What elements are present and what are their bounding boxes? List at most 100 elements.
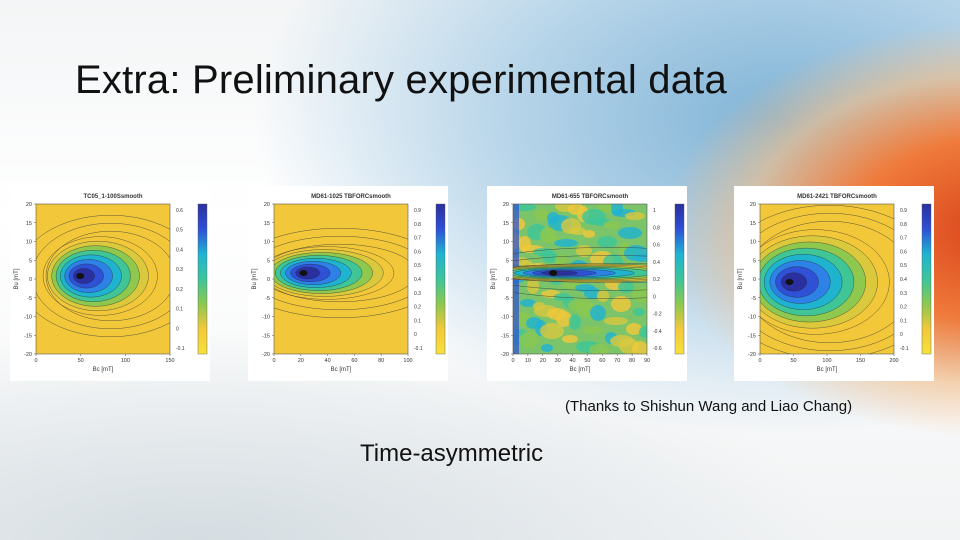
y-tick-label: -10 xyxy=(748,315,756,321)
y-tick-label: -5 xyxy=(504,296,509,302)
y-tick-label: -5 xyxy=(265,296,270,302)
y-tick-label: -15 xyxy=(501,333,509,339)
y-axis-label: Bu [mT] xyxy=(738,268,744,289)
colorbar-tick-label: -0.4 xyxy=(653,329,662,335)
colorbar-tick-label: 0.1 xyxy=(900,318,907,324)
acknowledgement-text: (Thanks to Shishun Wang and Liao Chang) xyxy=(565,398,853,415)
colorbar-tick-label: 0.4 xyxy=(653,260,660,266)
y-tick-label: 15 xyxy=(750,221,756,227)
y-tick-label: 15 xyxy=(264,221,270,227)
x-axis-label: Bc [mT] xyxy=(331,367,352,373)
y-axis-label: Bu [mT] xyxy=(14,268,20,289)
colorbar-tick-label: 0.9 xyxy=(900,208,907,214)
colorbar-tick-label: 0.3 xyxy=(900,291,907,297)
x-tick-label: 60 xyxy=(599,358,605,364)
x-tick-label: 50 xyxy=(790,358,796,364)
x-tick-label: 60 xyxy=(351,358,357,364)
y-tick-label: 0 xyxy=(753,277,756,283)
y-tick-label: -15 xyxy=(24,333,32,339)
plot-title: MD61-2421 TBFORCsmooth xyxy=(797,194,877,200)
colorbar-tick-label: 1 xyxy=(653,208,656,214)
y-tick-label: -5 xyxy=(27,296,32,302)
x-tick-label: 150 xyxy=(165,358,174,364)
x-tick-label: 80 xyxy=(378,358,384,364)
colorbar xyxy=(197,203,208,355)
y-tick-label: 5 xyxy=(29,258,32,264)
y-tick-label: -5 xyxy=(751,296,756,302)
y-tick-label: 20 xyxy=(503,202,509,208)
colorbar-tick-label: 0.4 xyxy=(414,277,421,283)
slide-title: Extra: Preliminary experimental data xyxy=(75,58,727,102)
x-tick-label: 90 xyxy=(644,358,650,364)
x-tick-label: 0 xyxy=(272,358,275,364)
x-tick-label: 200 xyxy=(889,358,898,364)
colorbar-tick-label: 0.7 xyxy=(414,236,421,242)
x-tick-label: 0 xyxy=(758,358,761,364)
y-tick-label: -15 xyxy=(748,333,756,339)
colorbar-tick-label: 0.6 xyxy=(900,249,907,255)
colorbar-tick-label: 0.5 xyxy=(414,263,421,269)
y-tick-label: 10 xyxy=(26,240,32,246)
colorbar-tick-label: 0.8 xyxy=(900,222,907,228)
y-tick-label: -20 xyxy=(748,352,756,358)
y-tick-label: -20 xyxy=(262,352,270,358)
y-tick-label: 5 xyxy=(506,258,509,264)
caption-text: Time-asymmetric xyxy=(360,440,544,467)
colorbar-tick-label: 0.2 xyxy=(176,287,183,293)
colorbar-tick-label: 0.8 xyxy=(414,222,421,228)
y-tick-label: 20 xyxy=(264,202,270,208)
colorbar-tick-label: 0.6 xyxy=(414,249,421,255)
colorbar-tick-label: 0.1 xyxy=(176,307,183,313)
y-tick-label: 0 xyxy=(506,277,509,283)
y-axis-label: Bu [mT] xyxy=(252,268,258,289)
colorbar-tick-label: -0.6 xyxy=(653,346,662,352)
colorbar-tick-label: 0.1 xyxy=(414,318,421,324)
x-tick-label: 150 xyxy=(856,358,865,364)
x-tick-label: 30 xyxy=(555,358,561,364)
y-tick-label: -20 xyxy=(24,352,32,358)
colorbar-tick-label: 0.9 xyxy=(414,208,421,214)
y-tick-label: 5 xyxy=(267,258,270,264)
colorbar xyxy=(674,203,685,355)
forc-plot-svg: MD61-655 TBFORCsmooth20151050-5-10-15-20… xyxy=(491,194,685,373)
colorbar-tick-label: 0.2 xyxy=(414,305,421,311)
y-tick-label: -10 xyxy=(24,315,32,321)
forc-plot-3: MD61-655 TBFORCsmooth 20 15 10 5 0 -5 -10 -15 -20… xyxy=(487,186,687,381)
y-tick-label: 0 xyxy=(267,277,270,283)
x-tick-label: 40 xyxy=(325,358,331,364)
colorbar-tick-label: 0.8 xyxy=(653,225,660,231)
y-tick-label: 10 xyxy=(750,240,756,246)
colorbar-tick-label: 0.6 xyxy=(176,208,183,214)
colorbar-tick-label: 0.2 xyxy=(900,305,907,311)
y-tick-label: 15 xyxy=(26,221,32,227)
y-tick-label: 10 xyxy=(503,240,509,246)
forc-plot-4: MD61-2421 TBFORCsmooth 20 15 10 5 0 -5 -10 -15 -2… xyxy=(734,186,934,381)
y-tick-label: -15 xyxy=(262,333,270,339)
x-axis-label: Bc [mT] xyxy=(817,367,838,373)
x-tick-label: 100 xyxy=(822,358,831,364)
x-axis-label: Bc [mT] xyxy=(93,367,114,373)
x-axis-label: Bc [mT] xyxy=(570,367,591,373)
y-tick-label: 5 xyxy=(753,258,756,264)
x-tick-label: 100 xyxy=(121,358,130,364)
plot-title: TC05_1-100Ssmooth xyxy=(83,194,142,200)
colorbar-tick-label: 0.2 xyxy=(653,277,660,283)
y-axis-label: Bu [mT] xyxy=(491,268,497,289)
plot-title: MD61-655 TBFORCsmooth xyxy=(552,194,629,200)
y-tick-label: -20 xyxy=(501,352,509,358)
forc-plot-svg: MD61-1025 TBFORCsmooth 20 15 10 5 0 -5 -10 -15 -2… xyxy=(252,194,446,373)
plot-title: MD61-1025 TBFORCsmooth xyxy=(311,194,391,200)
y-tick-label: -10 xyxy=(501,315,509,321)
x-tick-label: 0 xyxy=(511,358,514,364)
colorbar-tick-label: 0.4 xyxy=(900,277,907,283)
y-tick-label: 15 xyxy=(503,221,509,227)
colorbar-tick-label: 0 xyxy=(176,326,179,332)
colorbar-tick-label: -0.1 xyxy=(414,346,423,352)
y-tick-label: 0 xyxy=(29,277,32,283)
colorbar-tick-label: 0.5 xyxy=(176,228,183,234)
x-tick-label: 70 xyxy=(614,358,620,364)
x-tick-label: 20 xyxy=(298,358,304,364)
